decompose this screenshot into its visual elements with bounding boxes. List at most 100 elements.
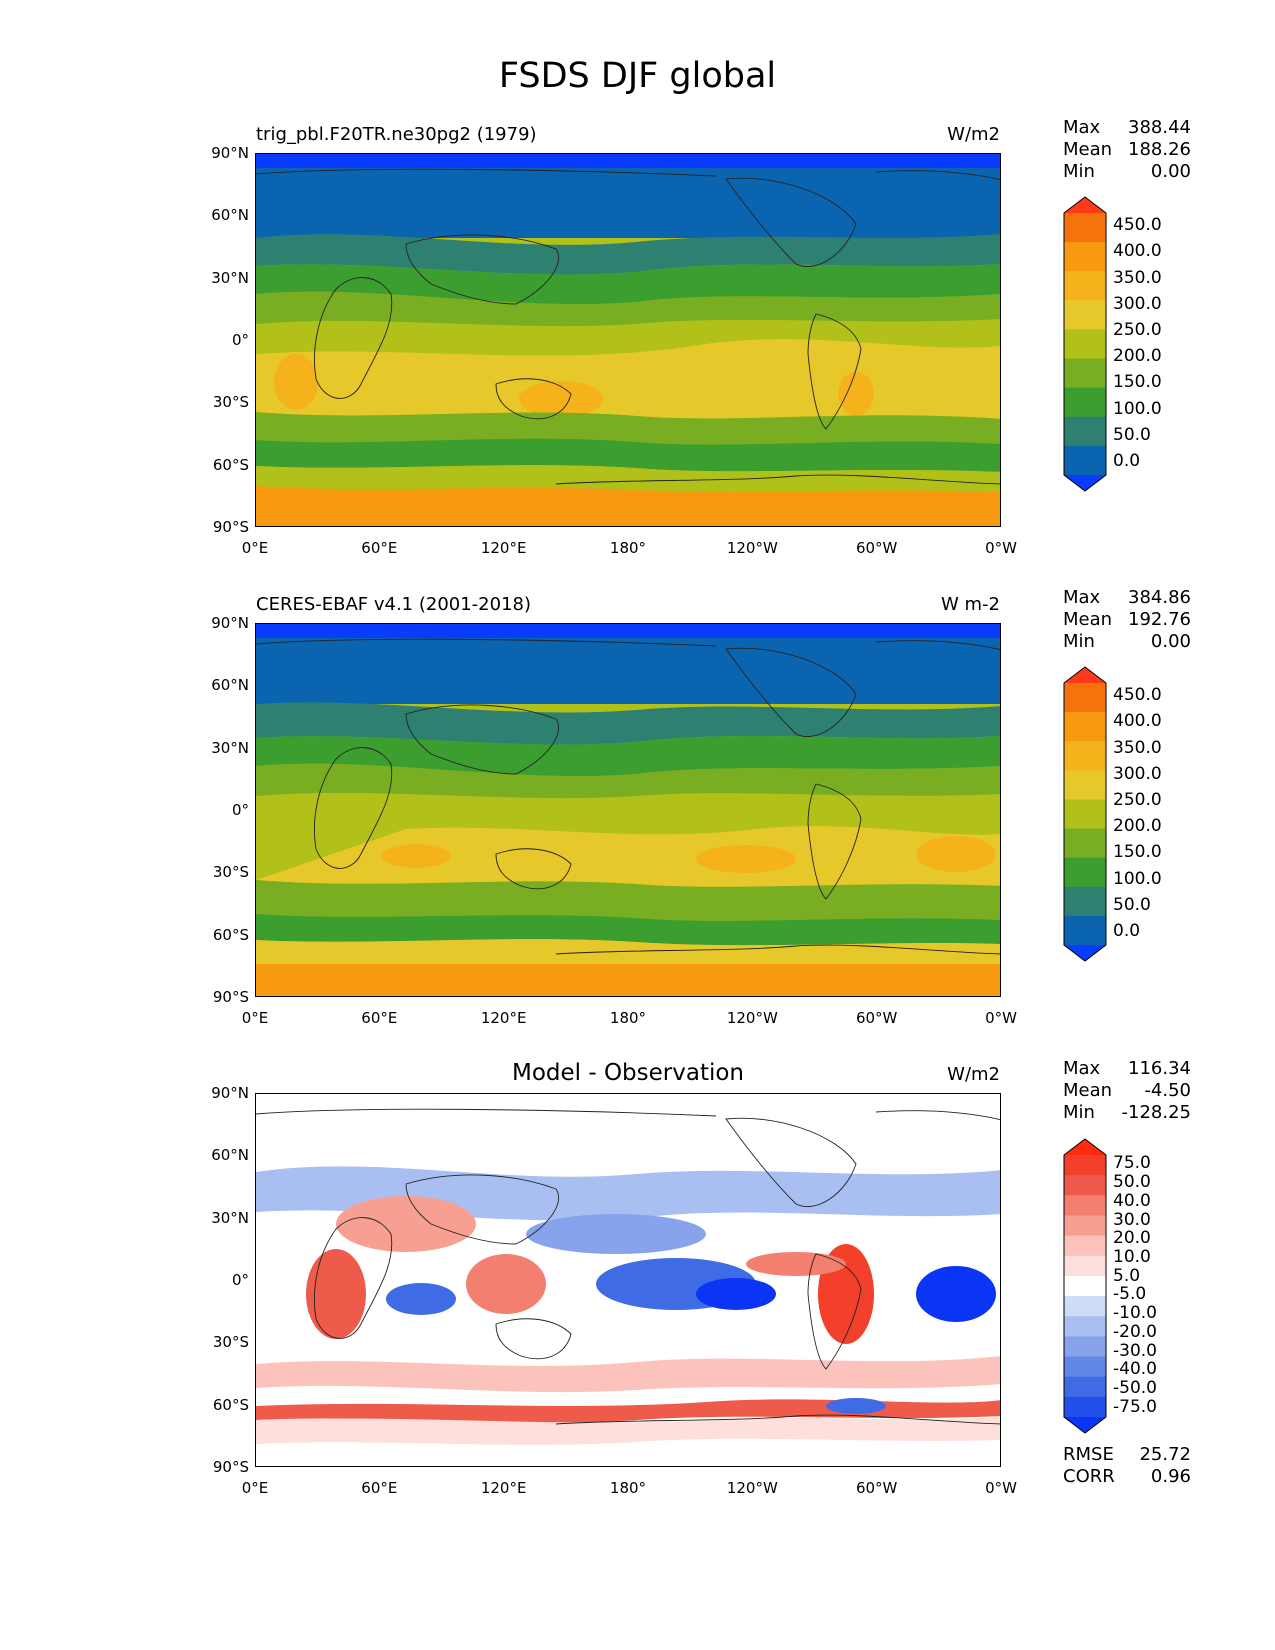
colorbar-tick-label: -40.0	[1113, 1359, 1157, 1380]
lon-tick-label: 120°W	[726, 1009, 778, 1027]
stat-value: 188.26	[1128, 139, 1191, 160]
lon-tick-label: 180°	[609, 1479, 647, 1497]
colorbar-segment	[1064, 915, 1106, 946]
lon-tick-label: 60°E	[361, 1009, 398, 1027]
figure-title: FSDS DJF global	[498, 56, 777, 96]
lat-tick-label: 30°S	[212, 1333, 249, 1352]
colorbar-segment	[1064, 1195, 1106, 1216]
metric-corr: CORR 0.96	[1063, 1466, 1191, 1488]
colorbar-tick-label: -5.0	[1113, 1284, 1147, 1305]
colorbar-tick-label: 400.0	[1113, 241, 1162, 262]
panel-2-stats: Max 384.86 Mean 192.76 Min 0.00	[1063, 587, 1191, 653]
colorbar-tick-label: -50.0	[1113, 1377, 1157, 1398]
lon-tick-label: 0°E	[241, 1479, 269, 1497]
lat-tick-label: 60°S	[212, 1395, 249, 1414]
colorbar-graphic	[1063, 196, 1107, 492]
lon-tick-label: 180°	[609, 539, 647, 557]
colorbar-segment	[1064, 828, 1106, 859]
stat-label: Min	[1063, 161, 1095, 182]
stat-mean: Mean 188.26	[1063, 139, 1191, 161]
stat-label: Min	[1063, 631, 1095, 652]
lat-tick-label: 0°	[231, 1271, 249, 1289]
stat-value: -4.50	[1144, 1080, 1191, 1101]
colorbar-segment	[1064, 1275, 1106, 1297]
stat-value: -128.25	[1121, 1102, 1191, 1123]
colorbar-tick-label: 300.0	[1113, 763, 1162, 784]
lon-tick-label: 120°W	[726, 1479, 778, 1497]
colorbar-extend-max	[1064, 197, 1106, 213]
panel-1-map	[255, 153, 1001, 527]
colorbar-segment	[1064, 387, 1106, 418]
colorbar-segment	[1064, 445, 1106, 476]
stat-mean: Mean 192.76	[1063, 609, 1191, 631]
lat-tick-label: 0°	[231, 331, 249, 349]
lat-tick-label: 60°N	[211, 676, 249, 695]
stat-max: Max 388.44	[1063, 117, 1191, 139]
metric-value: 25.72	[1139, 1444, 1191, 1465]
stat-mean: Mean -4.50	[1063, 1080, 1191, 1102]
colorbar-segment	[1064, 1255, 1106, 1277]
lat-tick-label: 90°S	[212, 988, 249, 1006]
colorbar-tick-label: -75.0	[1113, 1396, 1157, 1417]
stat-value: 0.00	[1150, 161, 1191, 182]
stat-value: 384.86	[1128, 587, 1191, 608]
colorbar-tick-label: -30.0	[1113, 1340, 1157, 1361]
lat-tick-label: 30°N	[211, 1208, 249, 1227]
colorbar-graphic	[1063, 666, 1107, 962]
lon-tick-label: 60°E	[361, 1479, 398, 1497]
lon-tick-label: 180°	[609, 1009, 647, 1027]
colorbar-3	[1063, 1138, 1107, 1434]
colorbar-segment	[1064, 712, 1106, 742]
colorbar-tick-label: 50.0	[1113, 1172, 1151, 1193]
colorbar-segment	[1064, 683, 1106, 713]
stat-label: Mean	[1063, 1080, 1113, 1101]
stat-value: 192.76	[1128, 609, 1191, 630]
lon-tick-label: 0°E	[241, 539, 269, 557]
panel-3-stats: Max 116.34 Mean -4.50 Min -128.25	[1063, 1058, 1191, 1124]
panel-2-left-title: CERES-EBAF v4.1 (2001-2018)	[256, 594, 532, 615]
panel-1-left-title: trig_pbl.F20TR.ne30pg2 (1979)	[256, 124, 537, 145]
colorbar-segment	[1064, 213, 1106, 243]
colorbar-segment	[1064, 1376, 1106, 1398]
panel-3-units: W/m2	[947, 1064, 1000, 1085]
lat-tick-label: 30°N	[211, 268, 249, 287]
panel-2-units: W m-2	[940, 594, 1000, 615]
lon-tick-label: 120°E	[480, 539, 527, 557]
panel-1-units: W/m2	[947, 124, 1000, 145]
stat-label: Max	[1063, 1058, 1101, 1079]
stat-value: 116.34	[1128, 1058, 1191, 1079]
colorbar-tick-label: 200.0	[1113, 346, 1162, 367]
lon-tick-label: 0°E	[241, 1009, 269, 1027]
lat-tick-label: 30°S	[212, 863, 249, 882]
colorbar-outline	[1063, 196, 1107, 492]
colorbar-segment	[1064, 1396, 1106, 1418]
stat-label: Mean	[1063, 609, 1113, 630]
colorbar-tick-label: 0.0	[1113, 450, 1141, 471]
colorbar-segment	[1064, 1316, 1106, 1337]
stat-value: 0.00	[1150, 631, 1191, 652]
lon-tick-label: 0°W	[985, 1479, 1017, 1497]
lat-tick-label: 0°	[231, 801, 249, 819]
colorbar-tick-label: 100.0	[1113, 398, 1162, 419]
lon-tick-label: 60°W	[855, 1479, 898, 1497]
stat-label: Mean	[1063, 139, 1113, 160]
colorbar-segment	[1064, 416, 1106, 447]
lon-tick-label: 0°W	[985, 539, 1017, 557]
colorbar-tick-label: 40.0	[1113, 1190, 1151, 1211]
colorbar-tick-label: 250.0	[1113, 319, 1162, 340]
metric-rmse: RMSE 25.72	[1063, 1444, 1191, 1466]
lon-tick-label: 120°W	[726, 539, 778, 557]
lon-tick-label: 60°W	[855, 539, 898, 557]
lat-tick-label: 30°S	[212, 393, 249, 412]
colorbar-tick-label: 5.0	[1113, 1265, 1141, 1286]
colorbar-tick-label: 75.0	[1113, 1153, 1151, 1174]
colorbar-segment	[1064, 799, 1106, 830]
stat-min: Min 0.00	[1063, 161, 1191, 183]
lat-tick-label: 60°S	[212, 455, 249, 474]
lon-tick-label: 120°E	[480, 1009, 527, 1027]
colorbar-segment	[1064, 1155, 1106, 1176]
colorbar-outline	[1063, 1138, 1107, 1434]
colorbar-segment	[1064, 1215, 1106, 1237]
colorbar-segment	[1064, 886, 1106, 917]
panel-2-map	[255, 623, 1001, 997]
